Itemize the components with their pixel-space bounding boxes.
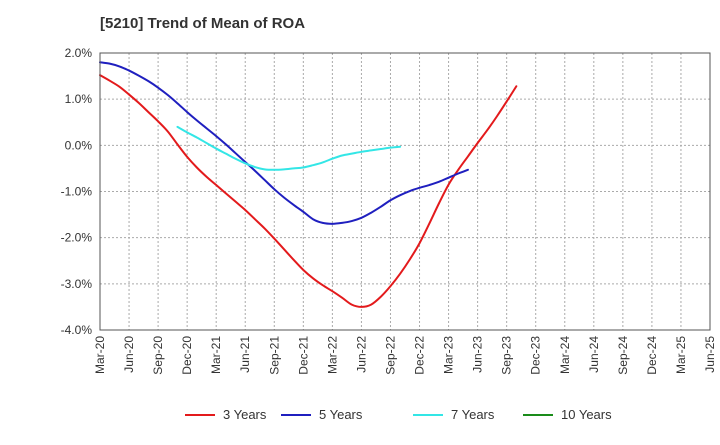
series-line-3-years [99,74,518,308]
x-tick-label: Dec-20 [180,336,194,375]
plot-area-frame [99,52,711,331]
y-tick-label: 1.0% [65,92,93,106]
x-tick-label: Sep-21 [267,336,281,375]
x-tick-label: Mar-25 [674,336,688,374]
legend-label-7-years: 7 Years [451,407,495,422]
x-tick-label: Sep-23 [500,336,514,375]
x-tick-label: Jun-24 [587,336,601,373]
y-tick-label: 2.0% [65,46,93,60]
x-tick-label: Mar-21 [209,336,223,374]
series-line-5-years [99,61,469,225]
x-tick-label: Dec-23 [529,336,543,375]
legend-label-5-years: 5 Years [319,407,363,422]
series-lines [99,61,518,308]
legend-label-3-years: 3 Years [223,407,267,422]
x-tick-label: Jun-25 [703,336,717,373]
x-tick-label: Jun-20 [122,336,136,373]
x-tick-label: Mar-20 [93,336,107,374]
x-tick-label: Mar-24 [558,336,572,374]
legend: 3 Years 5 Years 7 Years 10 Years [185,407,612,422]
x-tick-label: Jun-21 [238,336,252,373]
x-tick-label: Dec-21 [296,336,310,375]
y-tick-label: 0.0% [65,138,93,152]
x-tick-label: Jun-22 [354,336,368,373]
x-tick-label: Jun-23 [471,336,485,373]
x-axis-ticks: Mar-20 Jun-20 Sep-20 Dec-20 Mar-21 Jun-21 Sep-… [93,336,717,375]
y-tick-label: -4.0% [61,323,93,337]
x-tick-label: Mar-22 [325,336,339,374]
y-tick-label: -2.0% [61,231,93,245]
x-tick-label: Sep-20 [151,336,165,375]
x-tick-label: Sep-24 [616,336,630,375]
x-tick-label: Dec-24 [645,336,659,375]
x-tick-label: Mar-23 [442,336,456,374]
series-line-7-years [176,125,402,171]
legend-label-10-years: 10 Years [561,407,612,422]
chart-title: [5210] Trend of Mean of ROA [100,15,305,32]
y-tick-label: -1.0% [61,185,93,199]
grid-lines [100,53,710,330]
y-tick-label: -3.0% [61,277,93,291]
y-axis-ticks: 2.0% 1.0% 0.0% -1.0% -2.0% -3.0% -4.0% [61,46,93,337]
x-tick-label: Dec-22 [413,336,427,375]
x-tick-label: Sep-22 [383,336,397,375]
